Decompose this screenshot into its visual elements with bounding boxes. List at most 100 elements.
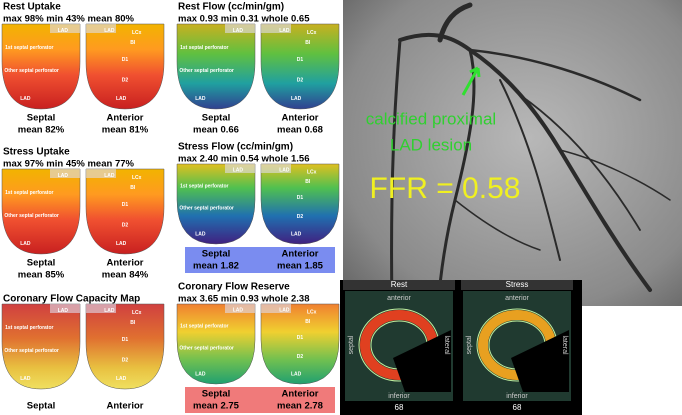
map-label: D2 [122, 222, 129, 228]
region-label: Septal [202, 113, 231, 124]
region-mean: mean 84% [102, 270, 149, 281]
map-label: BI [305, 179, 311, 185]
map-label: Other septal perforator [179, 68, 234, 74]
map-label: 1st septal perforator [180, 45, 228, 51]
map-label: Other septal perforator [4, 348, 59, 354]
pet-view: Stress anterior inferior septal lateral 68 [461, 280, 573, 412]
ffr-label: FFR = 0.58 [370, 172, 521, 205]
map-label: 1st septal perforator [5, 190, 53, 196]
region-label: Anterior [282, 113, 319, 124]
valve-plane [50, 169, 80, 178]
valve-plane [225, 304, 255, 313]
region-mean: mean 2.75 [193, 401, 240, 412]
region-mean: mean 0.66 [193, 125, 239, 136]
region-mean: mean 85% [18, 270, 65, 281]
mask [393, 330, 451, 392]
map-label: LAD [195, 96, 206, 102]
pet-title: Stress [506, 280, 529, 289]
angiogram: calcified proximal LAD lesion FFR = 0.58 [343, 0, 682, 308]
mask [511, 330, 569, 392]
slice-number: 68 [513, 403, 522, 412]
orientation: anterior [387, 295, 411, 302]
polar-map [1, 303, 81, 390]
map-label: 1st septal perforator [180, 324, 228, 330]
valve-plane [86, 169, 116, 178]
map-label: D1 [297, 195, 304, 201]
map-panel: Rest Flow (cc/min/gm)max 0.93 min 0.31 w… [176, 2, 340, 136]
mean-box [185, 247, 335, 273]
map-label: LAD [195, 372, 206, 378]
map-label: LAD [279, 308, 290, 314]
map-label: LAD [104, 173, 115, 179]
pet-view: Rest anterior inferior septal lateral 68 [343, 280, 455, 412]
map-label: 1st septal perforator [5, 325, 53, 331]
map-label: LAD [58, 28, 69, 34]
mean-box [185, 387, 335, 413]
map-label: D2 [297, 77, 304, 83]
region-label: Septal [27, 113, 56, 124]
map-label: D2 [297, 214, 304, 220]
map-label: LAD [20, 96, 31, 102]
map-label: LAD [58, 173, 69, 179]
map-label: BI [130, 320, 136, 326]
map-label: LAD [233, 28, 244, 34]
map-label: BI [130, 185, 136, 191]
annotation: LAD lesion [390, 135, 472, 154]
map-label: LAD [116, 376, 127, 382]
valve-plane [225, 164, 255, 173]
map-label: LAD [279, 168, 290, 174]
map-label: LCx [307, 169, 317, 175]
region-label: Anterior [107, 401, 144, 412]
map-label: D1 [297, 335, 304, 341]
valve-plane [261, 304, 291, 313]
region-label: Anterior [282, 249, 319, 260]
panel-title: Rest Flow (cc/min/gm) [178, 2, 284, 13]
map-label: LAD [291, 232, 302, 238]
region-label: Septal [202, 389, 231, 400]
map-label: LAD [116, 241, 127, 247]
map-label: BI [305, 319, 311, 325]
map-label: D1 [297, 57, 304, 63]
valve-plane [261, 24, 291, 33]
panel-stats: max 97% min 45% mean 77% [3, 159, 135, 170]
orientation: lateral [561, 335, 568, 355]
orientation: septal [348, 335, 355, 354]
map-label: D2 [297, 354, 304, 360]
panel-stats: max 98% min 43% mean 80% [3, 14, 135, 25]
map-label: BI [130, 40, 136, 46]
map-panel: Coronary Flow Capacity Map LAD 1st septal … [1, 294, 165, 412]
map-label: BI [305, 40, 311, 46]
annotation: calcified proximal [366, 109, 496, 128]
vessels [390, 2, 671, 308]
polar-map [1, 23, 81, 110]
map-label: LAD [279, 28, 290, 34]
orientation: lateral [443, 335, 450, 355]
orientation: septal [466, 335, 473, 354]
valve-plane [50, 304, 80, 313]
map-label: LAD [291, 372, 302, 378]
region-mean: mean 81% [102, 125, 149, 136]
region-label: Septal [27, 258, 56, 269]
region-mean: mean 1.85 [277, 261, 324, 272]
map-label: LCx [307, 30, 317, 36]
region-mean: mean 2.78 [277, 401, 323, 412]
polar-map [85, 303, 165, 390]
region-label: Anterior [282, 389, 319, 400]
pet-header [461, 280, 573, 290]
map-label: LAD [104, 308, 115, 314]
map-label: Other septal perforator [4, 68, 59, 74]
map-label: Other septal perforator [179, 205, 234, 211]
pet-title: Rest [391, 280, 408, 289]
panel-stats: max 0.93 min 0.31 whole 0.65 [178, 14, 310, 25]
map-label: LAD [233, 168, 244, 174]
region-label: Anterior [107, 258, 144, 269]
valve-plane [225, 24, 255, 33]
map-label: LAD [20, 241, 31, 247]
panel-title: Coronary Flow Capacity Map [3, 294, 140, 305]
map-label: D2 [122, 77, 129, 83]
polar-map [176, 163, 256, 245]
panel-stats: max 2.40 min 0.54 whole 1.56 [178, 154, 310, 165]
map-label: LAD [116, 96, 127, 102]
